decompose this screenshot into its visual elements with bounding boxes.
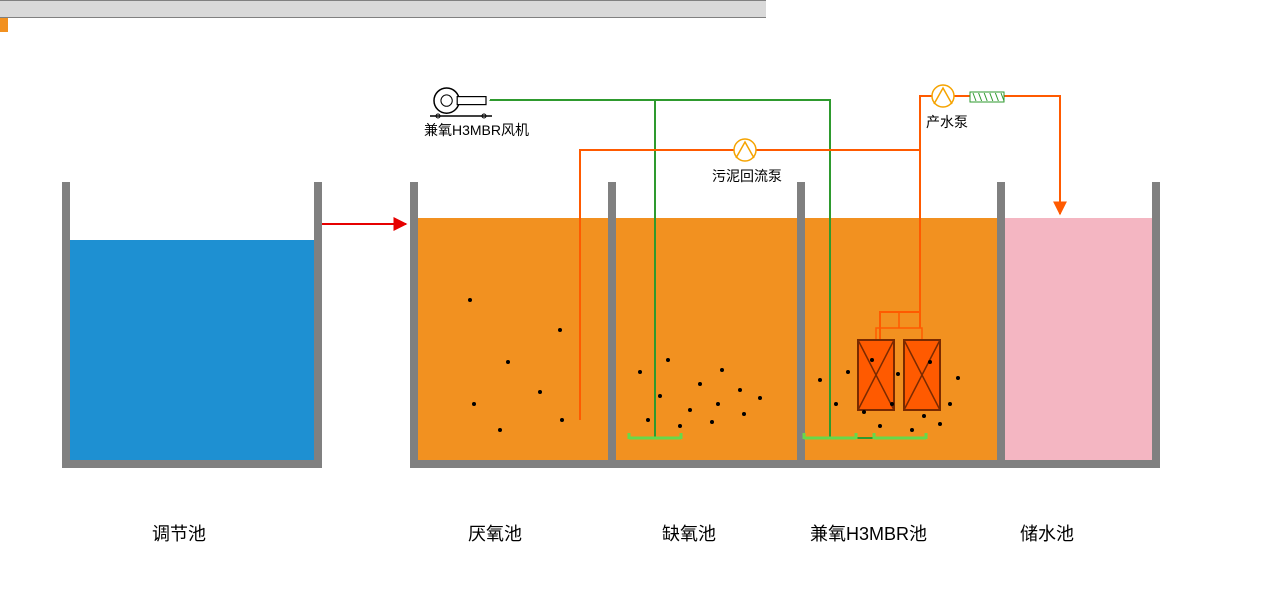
inline-filter-icon — [970, 92, 1004, 102]
diffuser-2 — [874, 433, 926, 439]
label-tank4: 兼氧H3MBR池 — [810, 520, 927, 546]
label-blower: 兼氧H3MBR风机 — [424, 120, 529, 140]
pipe-layer — [0, 0, 1272, 594]
membrane-module-1 — [904, 340, 940, 410]
label-product_pump: 产水泵 — [926, 112, 968, 132]
diagram-stage: 调节池 厌氧池 缺氧池 兼氧H3MBR池 储水池 兼氧H3MBR风机污泥回流泵 产水泵 — [0, 0, 1272, 594]
membrane-bracket — [876, 312, 922, 340]
sludge-dots-anoxic — [638, 358, 762, 428]
label-tank5: 储水池 — [1020, 520, 1074, 546]
blower-icon — [430, 88, 492, 118]
label-tank3: 缺氧池 — [662, 520, 716, 546]
label-sludge_pump: 污泥回流泵 — [712, 166, 782, 186]
label-tank1: 调节池 — [152, 520, 206, 546]
sludge-dots-anaerobic — [468, 298, 564, 432]
orange-pipe-0 — [580, 150, 745, 420]
sludge-return-pump-icon — [734, 139, 756, 161]
product-water-pump-icon — [932, 85, 954, 107]
membrane-module-0 — [858, 340, 894, 410]
air-pipe-trunk — [490, 100, 830, 150]
label-tank2: 厌氧池 — [468, 520, 522, 546]
orange-pipe-2 — [880, 96, 943, 340]
